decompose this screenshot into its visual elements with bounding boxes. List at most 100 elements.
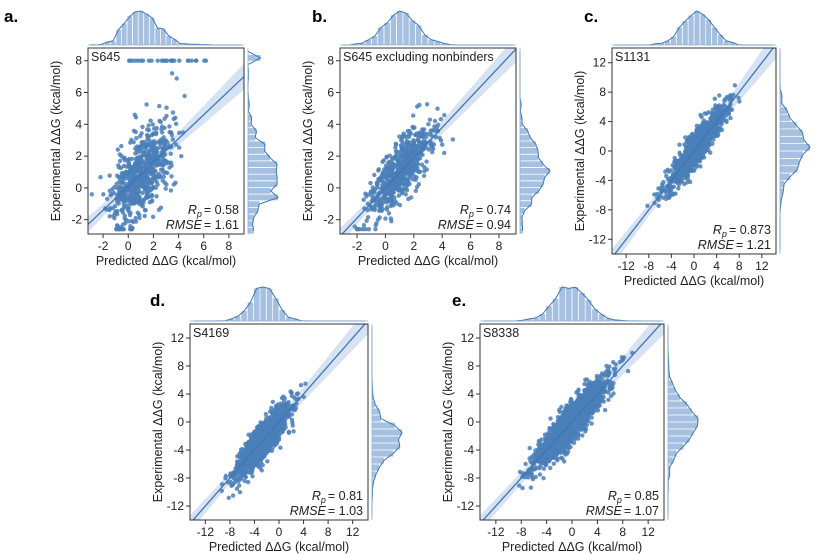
data-point — [134, 200, 139, 205]
data-point — [681, 170, 686, 176]
data-point — [150, 214, 156, 219]
data-point — [163, 186, 168, 191]
hist-bar — [520, 168, 550, 174]
data-point — [388, 191, 393, 196]
hist-bar — [700, 14, 706, 45]
hist-bar — [155, 28, 161, 45]
data-point — [154, 194, 159, 199]
top-marginal-histogram — [340, 10, 516, 46]
data-point — [139, 154, 144, 160]
data-point — [405, 128, 410, 134]
data-point — [378, 186, 384, 191]
data-point — [288, 389, 293, 394]
data-point — [394, 153, 399, 158]
y-tick-label: 0 — [599, 144, 606, 158]
data-point — [108, 193, 113, 198]
data-point — [114, 181, 120, 186]
data-point — [164, 182, 169, 187]
data-point — [385, 205, 390, 210]
y-tick-label: -8 — [595, 203, 606, 217]
data-point — [254, 459, 259, 464]
data-point — [130, 170, 136, 175]
data-point — [710, 141, 715, 146]
hist-bar — [780, 107, 787, 114]
data-point — [390, 167, 395, 172]
hist-bar — [234, 316, 241, 321]
data-point — [177, 145, 182, 150]
data-point — [665, 176, 671, 182]
data-point — [153, 146, 158, 151]
data-point — [277, 412, 283, 417]
data-point — [265, 459, 270, 464]
y-tick-label: 2 — [327, 149, 334, 163]
data-point — [409, 170, 414, 175]
scatter-points — [89, 58, 209, 232]
x-tick-label: 4 — [175, 239, 182, 253]
data-point — [145, 161, 150, 166]
stat-rmse-symbol: RMSE — [166, 218, 203, 232]
stat-rmse-value: = 0.94 — [476, 218, 511, 232]
hist-bar — [116, 29, 122, 45]
data-point — [369, 193, 375, 198]
data-point — [695, 150, 700, 156]
data-point — [146, 135, 151, 140]
hist-bar — [520, 221, 523, 227]
data-point — [411, 113, 416, 118]
data-point — [355, 227, 360, 232]
stat-rp-sub: p — [320, 495, 326, 505]
y-tick-label: -8 — [173, 471, 184, 485]
hist-bar — [520, 141, 536, 148]
hist-bar — [248, 121, 252, 128]
data-point — [450, 137, 455, 142]
data-point — [656, 203, 661, 208]
x-tick-label: 0 — [125, 239, 132, 253]
data-point — [728, 115, 733, 121]
data-point — [161, 174, 166, 179]
data-point — [376, 200, 382, 205]
hist-bar — [273, 298, 279, 321]
data-point — [136, 144, 142, 150]
y-tick-label: 4 — [177, 387, 184, 401]
hist-bar — [110, 40, 116, 45]
data-point — [424, 159, 429, 164]
hist-bar — [520, 114, 522, 121]
data-point — [113, 204, 118, 209]
data-point — [153, 132, 159, 137]
data-point — [167, 165, 172, 170]
data-point — [130, 174, 136, 179]
hist-bar — [780, 136, 804, 144]
data-point — [702, 143, 707, 149]
regression-line — [614, 48, 774, 254]
data-point — [235, 454, 240, 459]
data-point — [421, 173, 427, 178]
data-point — [666, 169, 672, 174]
data-point — [427, 117, 433, 122]
data-point — [169, 174, 174, 179]
y-tick-label: 8 — [327, 54, 334, 68]
data-point — [406, 196, 411, 202]
data-point — [401, 172, 406, 178]
data-point — [123, 158, 128, 163]
data-point — [169, 58, 175, 63]
data-point — [237, 483, 242, 488]
data-point — [168, 130, 174, 135]
hist-bar — [780, 188, 784, 195]
stat-rmse: RMSE = 1.03 — [290, 504, 363, 518]
data-point — [111, 190, 117, 196]
data-point — [170, 110, 176, 115]
data-point — [390, 174, 396, 179]
hist-bar — [359, 43, 365, 45]
data-point — [701, 155, 707, 160]
hist-bar — [780, 114, 790, 122]
data-point — [417, 169, 423, 174]
y-axis-label: Experimental ΔΔG (kcal/mol) — [301, 61, 315, 222]
data-point — [401, 131, 406, 136]
data-point — [398, 143, 404, 148]
hist-bar — [372, 478, 374, 485]
hist-bar — [520, 174, 545, 181]
panel-label: d. — [150, 291, 165, 310]
data-point — [551, 461, 556, 466]
data-point — [173, 180, 178, 185]
side-marginal-histogram — [371, 324, 403, 520]
hist-bar — [248, 214, 254, 221]
